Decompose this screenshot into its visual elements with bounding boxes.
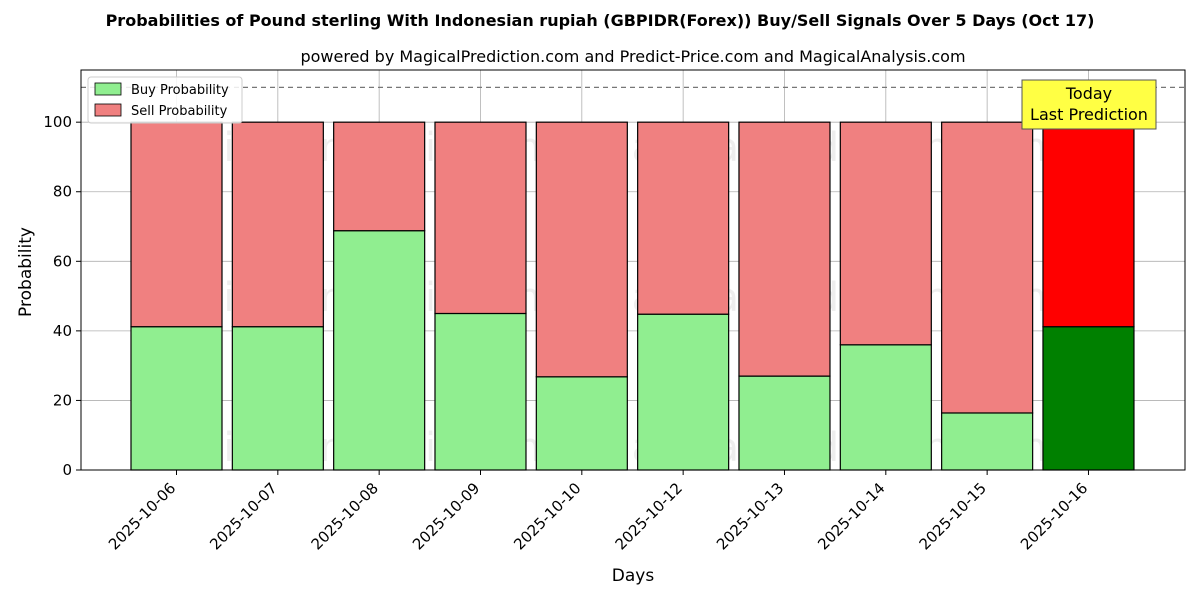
x-axis-label: Days xyxy=(612,566,655,586)
y-axis: 0 20 40 60 80 100 xyxy=(43,113,81,479)
bar-buy-2025-10-10 xyxy=(535,376,628,471)
y-tick-label: 40 xyxy=(53,322,72,340)
bar-buy-2025-10-13 xyxy=(738,375,831,471)
bar-sell-2025-10-10 xyxy=(535,121,628,378)
bars xyxy=(130,121,1135,471)
bar-buy-2025-10-15 xyxy=(941,412,1034,471)
x-tick-label: 2025-10-09 xyxy=(409,479,483,553)
today-annotation: Today Last Prediction xyxy=(1021,79,1157,130)
bar-buy-2025-10-12 xyxy=(637,313,730,471)
bar-buy-2025-10-07 xyxy=(231,326,324,471)
bar-sell-2025-10-09 xyxy=(434,121,527,315)
x-tick-label: 2025-10-14 xyxy=(814,479,888,553)
x-tick-label: 2025-10-15 xyxy=(916,479,990,553)
legend-label-sell: Sell Probability xyxy=(131,104,228,119)
bar-sell-2025-10-06 xyxy=(130,121,223,328)
annotation-box xyxy=(1021,79,1157,130)
x-tick-label: 2025-10-13 xyxy=(713,479,787,553)
bar-buy-2025-10-08 xyxy=(333,230,426,471)
plot-frame xyxy=(80,69,1186,471)
y-axis-label: Probability xyxy=(16,227,36,317)
bar-sell-2025-10-15 xyxy=(941,121,1034,414)
bar-sell-2025-10-07 xyxy=(231,121,324,328)
y-tick-label: 20 xyxy=(53,391,72,409)
legend-swatch-sell xyxy=(94,103,122,117)
x-tick-label: 2025-10-06 xyxy=(105,479,179,553)
legend-box xyxy=(87,76,243,124)
chart-subtitle: powered by MagicalPrediction.com and Pre… xyxy=(300,47,965,66)
x-tick-label: 2025-10-08 xyxy=(308,479,382,553)
annotation-line-2: Last Prediction xyxy=(1030,105,1148,124)
x-tick-label: 2025-10-07 xyxy=(206,479,280,553)
bar-sell-2025-10-08 xyxy=(333,121,426,232)
bar-sell-2025-10-16 xyxy=(1042,121,1135,328)
bar-buy-2025-10-16 xyxy=(1042,326,1135,471)
bar-buy-2025-10-09 xyxy=(434,312,527,471)
bar-buy-2025-10-06 xyxy=(130,326,223,471)
y-tick-label: 0 xyxy=(62,461,72,479)
legend-swatch-buy xyxy=(94,82,122,96)
x-tick-label: 2025-10-10 xyxy=(510,479,584,553)
bar-sell-2025-10-13 xyxy=(738,121,831,377)
x-axis: 2025-10-06 2025-10-07 2025-10-08 2025-10-09… xyxy=(105,470,1091,553)
y-tick-label: 100 xyxy=(43,113,72,131)
legend: Buy Probability Sell Probability xyxy=(87,76,243,124)
chart-title: Probabilities of Pound sterling With Ind… xyxy=(106,11,1095,30)
annotation-line-1: Today xyxy=(1065,84,1112,103)
legend-label-buy: Buy Probability xyxy=(131,83,229,98)
x-tick-label: 2025-10-12 xyxy=(612,479,686,553)
bar-buy-2025-10-14 xyxy=(839,344,932,471)
bar-sell-2025-10-14 xyxy=(839,121,932,346)
y-tick-label: 80 xyxy=(53,183,72,201)
x-tick-label: 2025-10-16 xyxy=(1017,479,1091,553)
y-tick-label: 60 xyxy=(53,252,72,270)
bar-sell-2025-10-12 xyxy=(637,121,730,315)
